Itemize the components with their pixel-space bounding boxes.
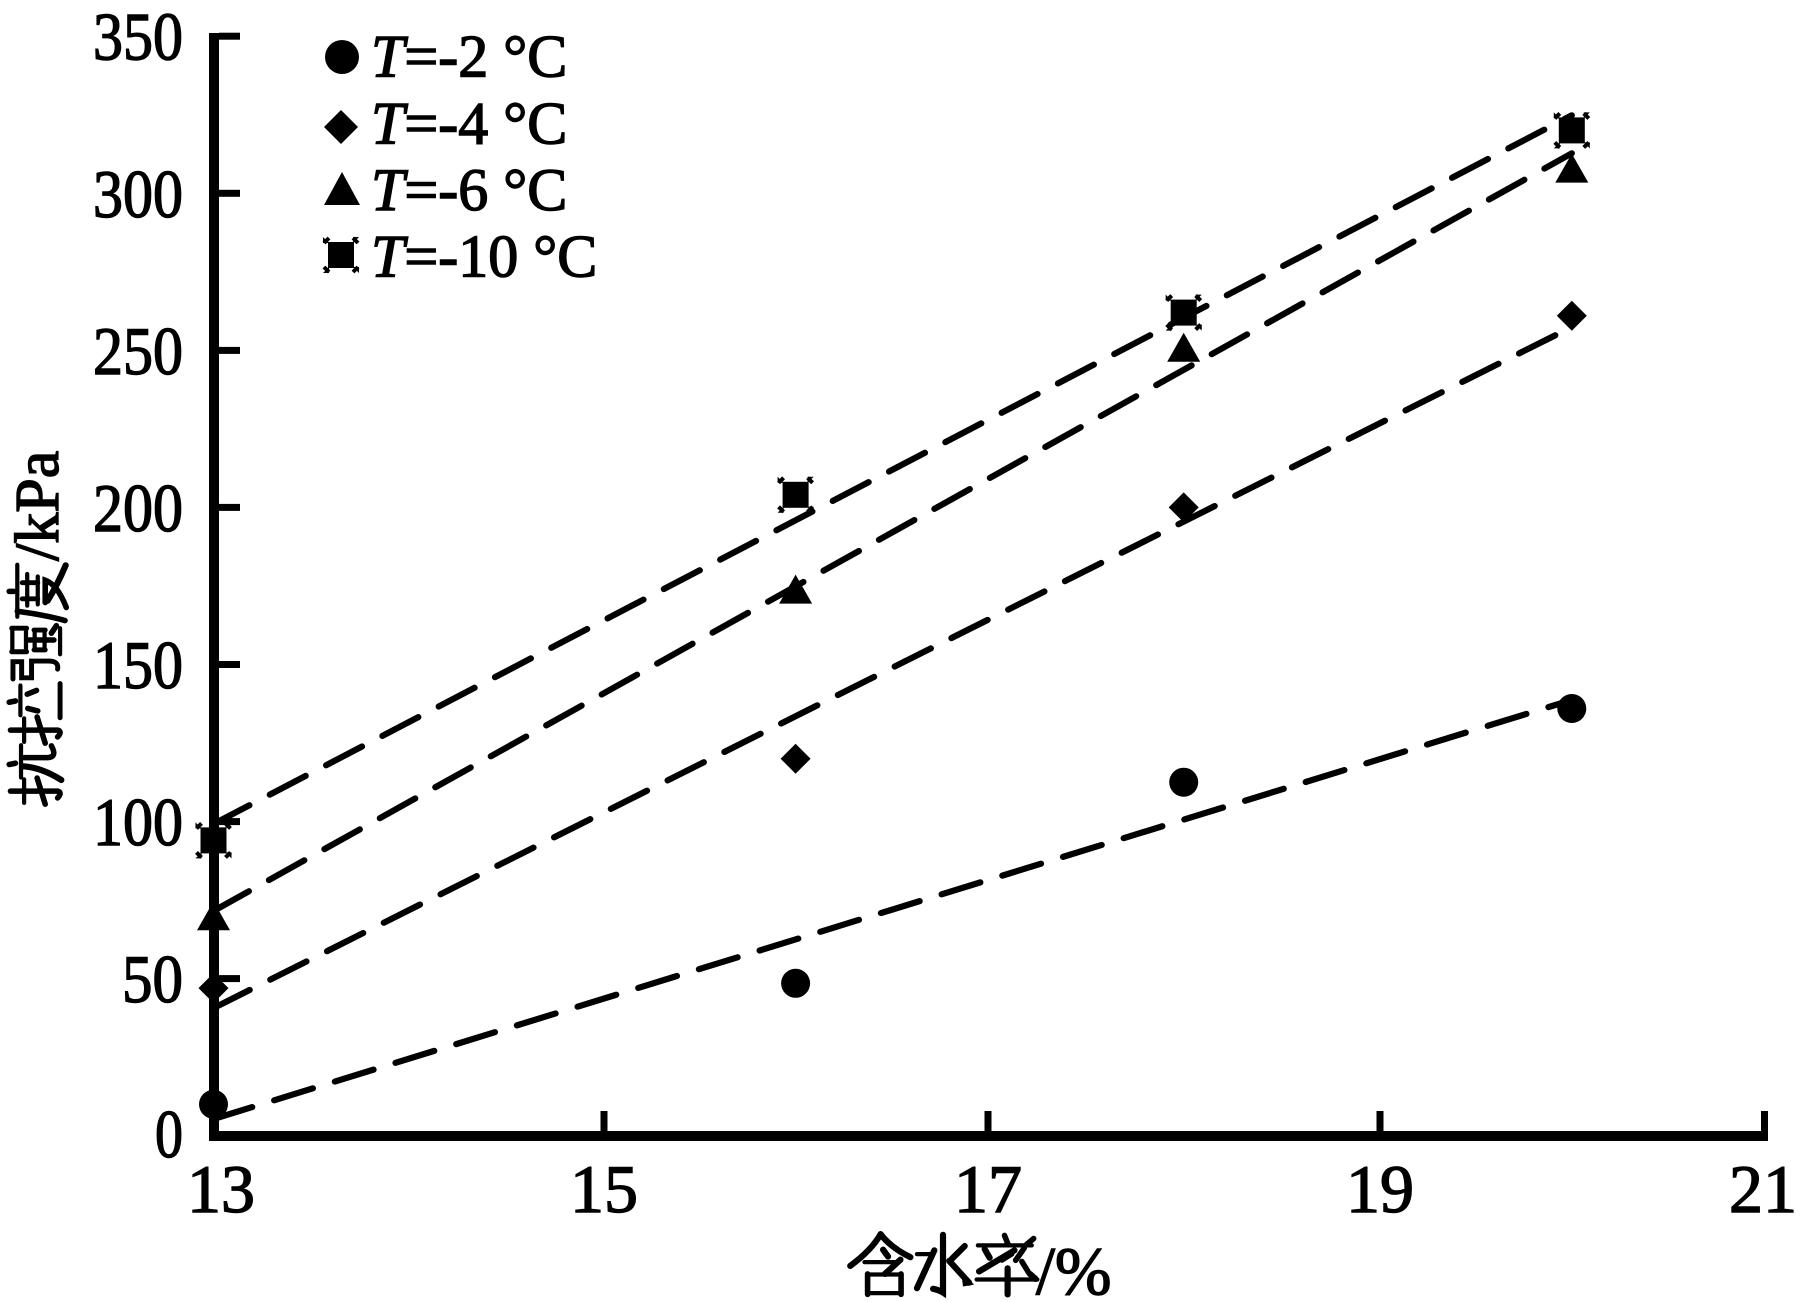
svg-text:200: 200 <box>93 470 183 546</box>
svg-text:T=-6 °C: T=-6 °C <box>371 157 567 223</box>
svg-text:13: 13 <box>187 1151 255 1227</box>
svg-text:19: 19 <box>1346 1151 1414 1227</box>
svg-text:17: 17 <box>954 1151 1022 1227</box>
svg-text:T=-4 °C: T=-4 °C <box>371 91 567 157</box>
svg-text:50: 50 <box>122 941 183 1017</box>
svg-text:T=-2 °C: T=-2 °C <box>371 24 567 90</box>
svg-text:100: 100 <box>93 784 183 860</box>
svg-text:250: 250 <box>93 313 183 389</box>
svg-text:0: 0 <box>155 1096 183 1172</box>
svg-text:350: 350 <box>93 0 183 75</box>
svg-text:T=-10 °C: T=-10 °C <box>371 224 597 290</box>
svg-text:300: 300 <box>93 156 183 232</box>
svg-text:150: 150 <box>93 627 183 703</box>
svg-text:/kPa: /kPa <box>4 451 72 561</box>
svg-text:21: 21 <box>1729 1151 1797 1227</box>
svg-text:/%: /% <box>1036 1233 1112 1302</box>
svg-text:15: 15 <box>570 1151 638 1227</box>
